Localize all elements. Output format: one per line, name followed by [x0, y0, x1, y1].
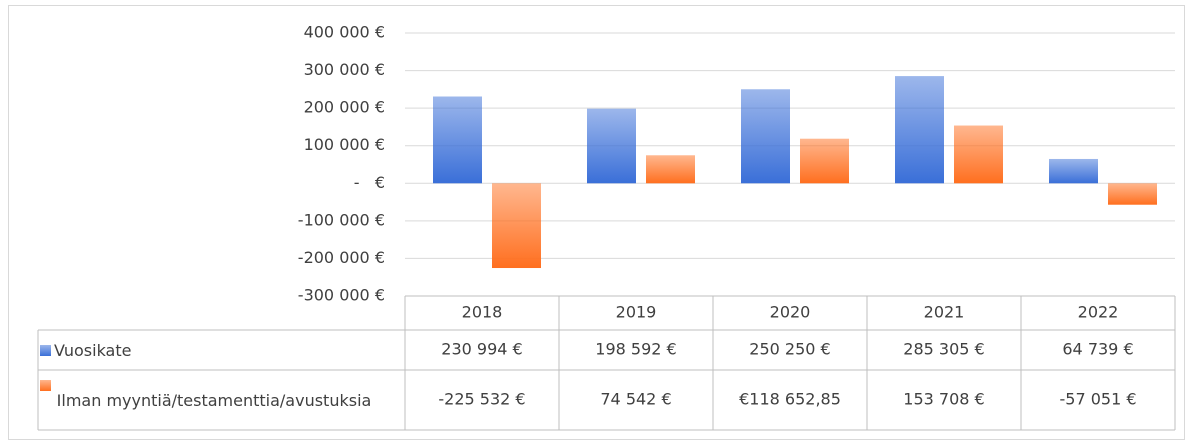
data-label: 250 250 € — [749, 340, 830, 359]
data-label: 230 994 € — [441, 340, 522, 359]
data-label: 153 708 € — [903, 390, 984, 409]
y-tick-label: 100 000 € — [304, 135, 385, 154]
bar — [646, 155, 695, 184]
legend-cell: Ilman myyntiä/testamenttia/avustuksia — [40, 372, 403, 428]
bar — [800, 138, 849, 184]
legend-cell: Vuosikate — [40, 332, 403, 368]
x-tick-label: 2020 — [770, 303, 811, 322]
legend-entry: Vuosikate — [40, 332, 403, 368]
bar — [1049, 158, 1098, 184]
x-tick-label: 2021 — [924, 303, 965, 322]
data-label: 74 542 € — [600, 390, 671, 409]
data-label: €118 652,85 — [739, 390, 841, 409]
chart-frame — [8, 5, 1185, 440]
legend-swatch — [40, 344, 51, 356]
bar — [741, 89, 790, 184]
y-tick-label: - € — [354, 173, 385, 192]
y-tick-label: 400 000 € — [304, 23, 385, 42]
data-label: 285 305 € — [903, 340, 984, 359]
y-tick-label: -200 000 € — [298, 248, 385, 267]
legend-swatch — [40, 380, 51, 391]
bar — [1108, 183, 1157, 205]
bar — [587, 108, 636, 184]
bar — [895, 76, 944, 184]
data-label: -57 051 € — [1059, 390, 1136, 409]
legend-entry: Ilman myyntiä/testamenttia/avustuksia — [40, 372, 403, 428]
bar — [954, 125, 1003, 184]
x-tick-label: 2019 — [616, 303, 657, 322]
bar — [433, 96, 482, 184]
data-label: 198 592 € — [595, 340, 676, 359]
data-label: 64 739 € — [1062, 340, 1133, 359]
y-tick-label: -300 000 € — [298, 286, 385, 305]
x-tick-label: 2022 — [1078, 303, 1119, 322]
legend-label: Ilman myyntiä/testamenttia/avustuksia — [56, 390, 372, 410]
y-tick-label: -100 000 € — [298, 210, 385, 229]
legend-label: Vuosikate — [54, 340, 132, 360]
y-tick-label: 300 000 € — [304, 60, 385, 79]
x-tick-label: 2018 — [462, 303, 503, 322]
data-label: -225 532 € — [438, 390, 525, 409]
bar — [492, 183, 541, 269]
y-tick-label: 200 000 € — [304, 98, 385, 117]
